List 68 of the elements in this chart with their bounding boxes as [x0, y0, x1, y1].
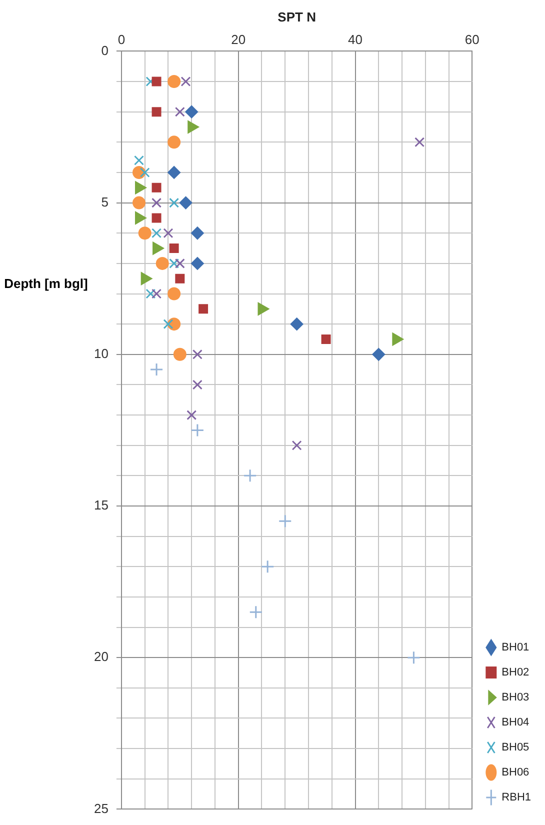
point	[321, 334, 331, 344]
point	[260, 560, 274, 574]
legend-label: RBH1	[502, 792, 531, 804]
point	[174, 258, 185, 268]
point	[198, 304, 208, 314]
point	[156, 256, 169, 270]
legend-label: BH05	[502, 742, 530, 754]
y-tick-label: 25	[94, 800, 108, 816]
x-tick-label: 60	[464, 32, 480, 47]
legend-label: BH03	[502, 692, 530, 704]
point	[179, 196, 192, 210]
point	[138, 226, 152, 240]
x-tick-label: 0	[118, 32, 126, 47]
point	[169, 258, 180, 268]
point	[140, 167, 150, 178]
point	[134, 181, 146, 194]
point	[152, 198, 162, 208]
y-tick-label: 0	[101, 42, 108, 58]
point	[190, 256, 204, 270]
point	[168, 287, 181, 300]
point	[152, 213, 162, 223]
x-axis-title: SPT N	[278, 9, 316, 24]
point	[173, 348, 186, 361]
point	[134, 155, 144, 166]
x-tick-label: 20	[231, 32, 246, 47]
point	[132, 196, 146, 210]
point	[168, 75, 181, 88]
y-axis-title: Depth [m bgl]	[4, 276, 88, 291]
point	[163, 228, 174, 238]
point	[406, 650, 420, 664]
point	[186, 410, 197, 420]
point	[190, 226, 204, 240]
point	[192, 349, 202, 360]
point	[146, 288, 156, 299]
point	[168, 136, 181, 149]
point	[169, 198, 180, 208]
point	[152, 107, 162, 117]
point	[168, 166, 181, 179]
legend-label: BH06	[502, 766, 530, 779]
x-tick-label: 40	[348, 32, 362, 47]
point	[175, 274, 185, 284]
point	[292, 440, 302, 450]
point	[249, 605, 263, 619]
point	[152, 288, 162, 299]
legend-label: BH01	[502, 642, 530, 654]
y-tick-label: 5	[101, 194, 108, 210]
point	[152, 76, 162, 86]
point	[185, 105, 198, 118]
point	[169, 244, 179, 254]
point	[414, 137, 425, 148]
point	[174, 106, 185, 117]
point	[180, 76, 191, 87]
point	[134, 211, 146, 225]
point	[192, 380, 202, 390]
point	[150, 362, 164, 376]
point	[290, 318, 304, 331]
y-tick-label: 20	[94, 649, 108, 664]
point	[152, 182, 162, 192]
point	[152, 228, 162, 238]
legend-label: BH04	[502, 716, 530, 729]
legend-label: BH02	[502, 666, 530, 679]
y-tick-label: 10	[94, 346, 108, 361]
point	[243, 468, 257, 482]
point	[190, 423, 204, 437]
point	[278, 514, 292, 528]
point	[163, 319, 174, 330]
point	[372, 348, 386, 361]
y-tick-label: 15	[94, 498, 108, 513]
